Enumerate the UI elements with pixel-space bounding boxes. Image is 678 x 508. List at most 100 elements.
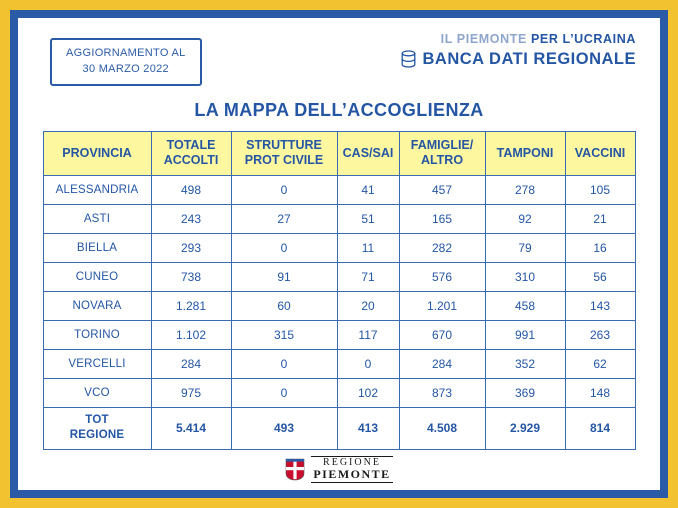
value-cell: 0 <box>230 232 338 263</box>
value-cell: 2.929 <box>484 406 566 450</box>
value-cell: 117 <box>336 319 400 350</box>
value-cell: 243 <box>150 203 232 234</box>
province-cell: ASTI <box>42 203 152 234</box>
table-row: ALESSANDRIA 498 0 41 457 278 105 <box>42 174 636 205</box>
value-cell: 284 <box>150 348 232 379</box>
value-cell: 5.414 <box>150 406 232 450</box>
value-cell: 293 <box>150 232 232 263</box>
value-cell: 873 <box>398 377 486 408</box>
top-bar: AGGIORNAMENTO AL 30 MARZO 2022 IL PIEMON… <box>38 32 640 86</box>
brand-name-row: BANCA DATI REGIONALE <box>400 50 637 69</box>
value-cell: 56 <box>564 261 636 292</box>
value-cell: 310 <box>484 261 566 292</box>
province-cell: TORINO <box>42 319 152 350</box>
value-cell: 458 <box>484 290 566 321</box>
value-cell: 1.281 <box>150 290 232 321</box>
campaign-title: IL PIEMONTE PER L’UCRAINA <box>400 32 637 46</box>
table-row: CUNEO 738 91 71 576 310 56 <box>42 261 636 292</box>
value-cell: 263 <box>564 319 636 350</box>
value-cell: 102 <box>336 377 400 408</box>
value-cell: 165 <box>398 203 486 234</box>
province-cell: NOVARA <box>42 290 152 321</box>
content-area: AGGIORNAMENTO AL 30 MARZO 2022 IL PIEMON… <box>18 18 660 490</box>
update-line2: 30 MARZO 2022 <box>82 62 169 75</box>
value-cell: 991 <box>484 319 566 350</box>
value-cell: 282 <box>398 232 486 263</box>
table-header: PROVINCIA TOTALE ACCOLTI STRUTTURE PROT CI… <box>42 130 636 176</box>
value-cell: 41 <box>336 174 400 205</box>
value-cell: 0 <box>230 377 338 408</box>
value-cell: 975 <box>150 377 232 408</box>
value-cell: 60 <box>230 290 338 321</box>
value-cell: 148 <box>564 377 636 408</box>
update-box: AGGIORNAMENTO AL 30 MARZO 2022 <box>50 38 202 86</box>
province-cell: TOT REGIONE <box>42 406 152 450</box>
value-cell: 457 <box>398 174 486 205</box>
value-cell: 369 <box>484 377 566 408</box>
value-cell: 278 <box>484 174 566 205</box>
value-cell: 576 <box>398 261 486 292</box>
wordmark-piemonte: PIEMONTE <box>313 467 391 482</box>
value-cell: 1.201 <box>398 290 486 321</box>
table-body: ALESSANDRIA 498 0 41 457 278 105 ASTI 243 27 51 165… <box>42 174 636 450</box>
province-cell: VCO <box>42 377 152 408</box>
province-cell: ALESSANDRIA <box>42 174 152 205</box>
value-cell: 143 <box>564 290 636 321</box>
value-cell: 0 <box>336 348 400 379</box>
column-header: PROVINCIA <box>42 130 152 176</box>
column-header: TAMPONI <box>484 130 566 176</box>
inner-frame: AGGIORNAMENTO AL 30 MARZO 2022 IL PIEMON… <box>10 10 668 498</box>
value-cell: 21 <box>564 203 636 234</box>
value-cell: 315 <box>230 319 338 350</box>
table-row: ASTI 243 27 51 165 92 21 <box>42 203 636 234</box>
value-cell: 16 <box>564 232 636 263</box>
table-row: TORINO 1.102 315 117 670 991 263 <box>42 319 636 350</box>
value-cell: 4.508 <box>398 406 486 450</box>
table-row: VERCELLI 284 0 0 284 352 62 <box>42 348 636 379</box>
value-cell: 71 <box>336 261 400 292</box>
column-header: VACCINI <box>564 130 636 176</box>
value-cell: 91 <box>230 261 338 292</box>
value-cell: 92 <box>484 203 566 234</box>
value-cell: 11 <box>336 232 400 263</box>
value-cell: 284 <box>398 348 486 379</box>
table-row: BIELLA 293 0 11 282 79 16 <box>42 232 636 263</box>
page-title: LA MAPPA DELL’ACCOGLIENZA <box>194 99 484 120</box>
value-cell: 51 <box>336 203 400 234</box>
value-cell: 62 <box>564 348 636 379</box>
value-cell: 498 <box>150 174 232 205</box>
value-cell: 670 <box>398 319 486 350</box>
value-cell: 20 <box>336 290 400 321</box>
campaign-title-bold: PER L’UCRAINA <box>530 32 636 46</box>
footer: REGIONE PIEMONTE <box>38 450 640 485</box>
database-icon <box>400 50 417 69</box>
value-cell: 814 <box>564 406 636 450</box>
province-cell: VERCELLI <box>42 348 152 379</box>
column-header: TOTALE ACCOLTI <box>150 130 232 176</box>
regione-piemonte-shield-icon <box>285 458 305 481</box>
province-cell: CUNEO <box>42 261 152 292</box>
table-row: VCO 975 0 102 873 369 148 <box>42 377 636 408</box>
accoglienza-table: PROVINCIA TOTALE ACCOLTI STRUTTURE PROT CI… <box>42 130 636 450</box>
wordmark-regione: REGIONE <box>323 456 381 468</box>
regione-piemonte-wordmark: REGIONE PIEMONTE <box>311 455 393 483</box>
value-cell: 0 <box>230 174 338 205</box>
value-cell: 493 <box>230 406 338 450</box>
value-cell: 413 <box>336 406 400 450</box>
brand-block: IL PIEMONTE PER L’UCRAINA BANCA DATI REG… <box>400 32 637 69</box>
table-row: NOVARA 1.281 60 20 1.201 458 143 <box>42 290 636 321</box>
value-cell: 0 <box>230 348 338 379</box>
value-cell: 79 <box>484 232 566 263</box>
value-cell: 27 <box>230 203 338 234</box>
table-header-row: PROVINCIA TOTALE ACCOLTI STRUTTURE PROT CI… <box>42 130 636 176</box>
update-line1: AGGIORNAMENTO AL <box>66 47 186 59</box>
total-row: TOT REGIONE 5.414 493 413 4.508 2.929 814 <box>42 406 636 450</box>
column-header: CAS/SAI <box>336 130 400 176</box>
value-cell: 1.102 <box>150 319 232 350</box>
column-header: STRUTTURE PROT CIVILE <box>230 130 338 176</box>
campaign-title-light: IL PIEMONTE <box>440 32 531 46</box>
value-cell: 738 <box>150 261 232 292</box>
brand-name: BANCA DATI REGIONALE <box>422 50 636 68</box>
column-header: FAMIGLIE/ ALTRO <box>398 130 486 176</box>
